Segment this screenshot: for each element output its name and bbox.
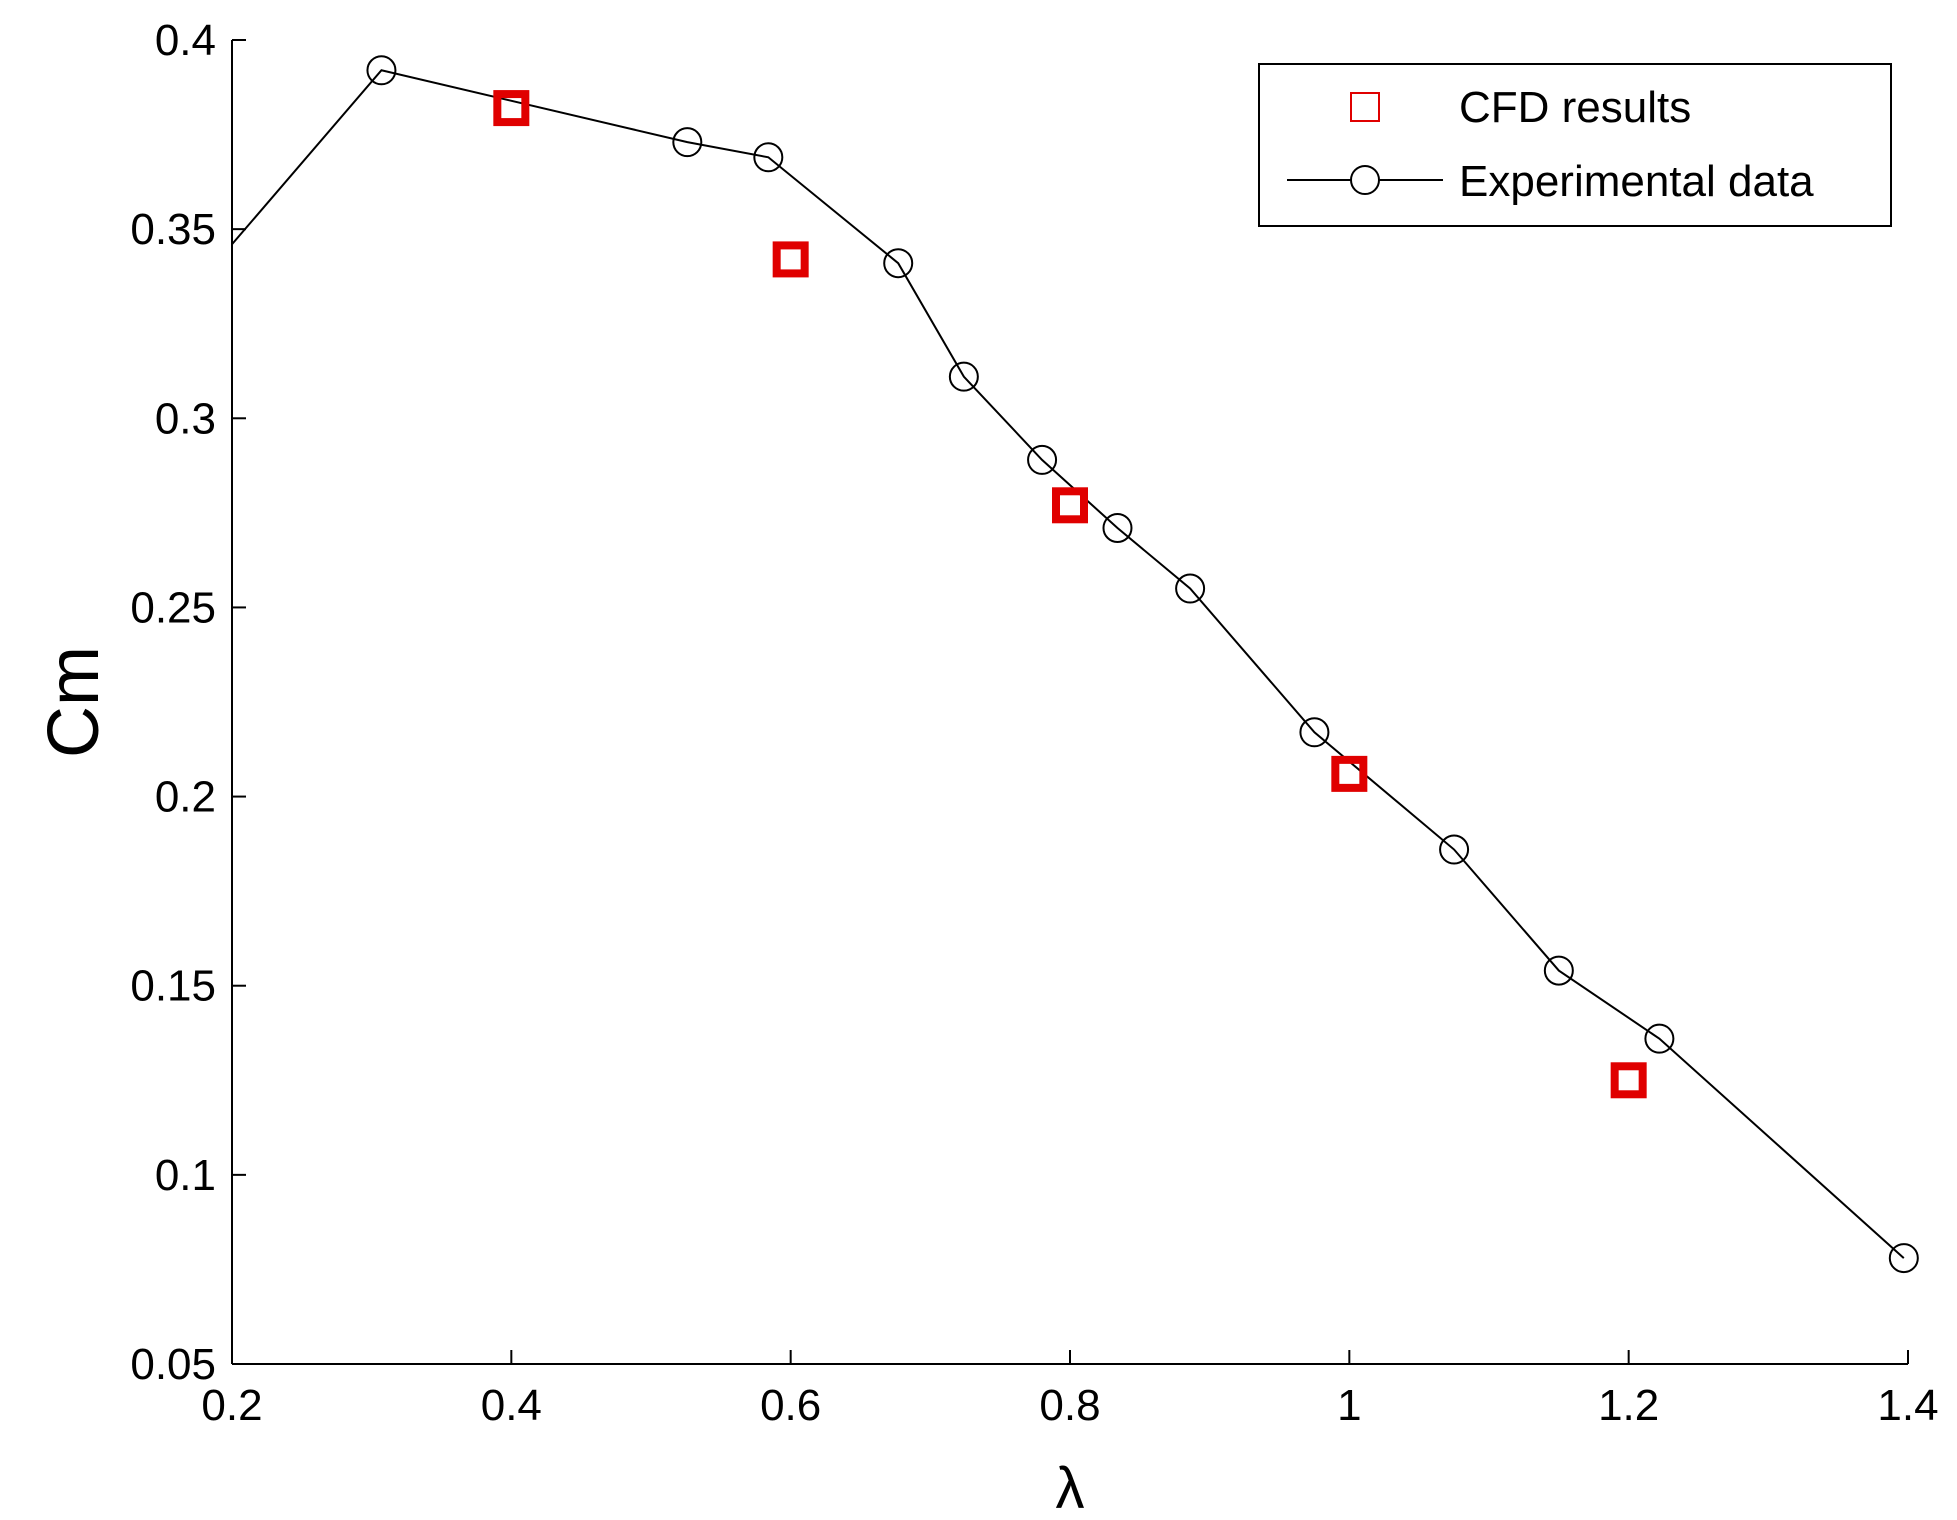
y-tick-label: 0.35 (130, 205, 216, 254)
x-tick-label: 1 (1337, 1381, 1361, 1430)
x-tick-label: 1.4 (1877, 1381, 1938, 1430)
x-tick-label: 0.4 (481, 1381, 542, 1430)
y-tick-label: 0.1 (155, 1151, 216, 1200)
y-tick-label: 0.15 (130, 962, 216, 1011)
y-tick-label: 0.3 (155, 394, 216, 443)
x-tick-label: 0.6 (760, 1381, 821, 1430)
x-axis-label: λ (1056, 1456, 1085, 1520)
data-point-circle (948, 361, 979, 392)
legend: CFD results Experimental data (1258, 63, 1892, 227)
data-point-circle (366, 55, 397, 86)
data-point-circle (672, 127, 703, 158)
legend-label-cfd-results: CFD results (1459, 83, 1691, 132)
x-tick-label: 1.2 (1598, 1381, 1659, 1430)
data-point-circle (1543, 955, 1574, 986)
legend-marker-square (1350, 92, 1380, 122)
series-cfd-results (493, 90, 1647, 1099)
legend-marker-circle (1350, 165, 1380, 195)
data-point-square (1331, 755, 1368, 792)
axes: 0.2 0.4 0.6 0.8 1 1.2 1.4 0.05 0.1 0.15 0.2 0.25 0.3… (130, 16, 1938, 1430)
y-tick-label: 0.4 (155, 16, 216, 65)
data-point-circle (1299, 717, 1330, 748)
data-point-circle (1439, 834, 1470, 865)
data-point-square (1610, 1062, 1647, 1099)
y-tick-label: 0.05 (130, 1340, 216, 1389)
y-tick-label: 0.25 (130, 583, 216, 632)
data-point-circle (753, 142, 784, 173)
data-point-square (493, 90, 530, 127)
data-point-circle (1175, 573, 1206, 604)
data-point-circle (883, 248, 914, 279)
data-point-circle (1644, 1023, 1675, 1054)
data-point-square (772, 241, 809, 278)
y-axis-label: Cm (34, 646, 114, 758)
data-point-square (1052, 487, 1088, 524)
y-tick-label: 0.2 (155, 773, 216, 822)
data-point-circle (1888, 1243, 1919, 1274)
data-point-circle (1027, 444, 1058, 475)
legend-box (1258, 63, 1892, 227)
legend-label-experimental-data: Experimental data (1459, 157, 1814, 206)
x-tick-label: 0.2 (201, 1381, 262, 1430)
data-point-circle (1102, 512, 1133, 543)
x-tick-label: 0.8 (1039, 1381, 1100, 1430)
series-layer (231, 55, 1919, 1274)
